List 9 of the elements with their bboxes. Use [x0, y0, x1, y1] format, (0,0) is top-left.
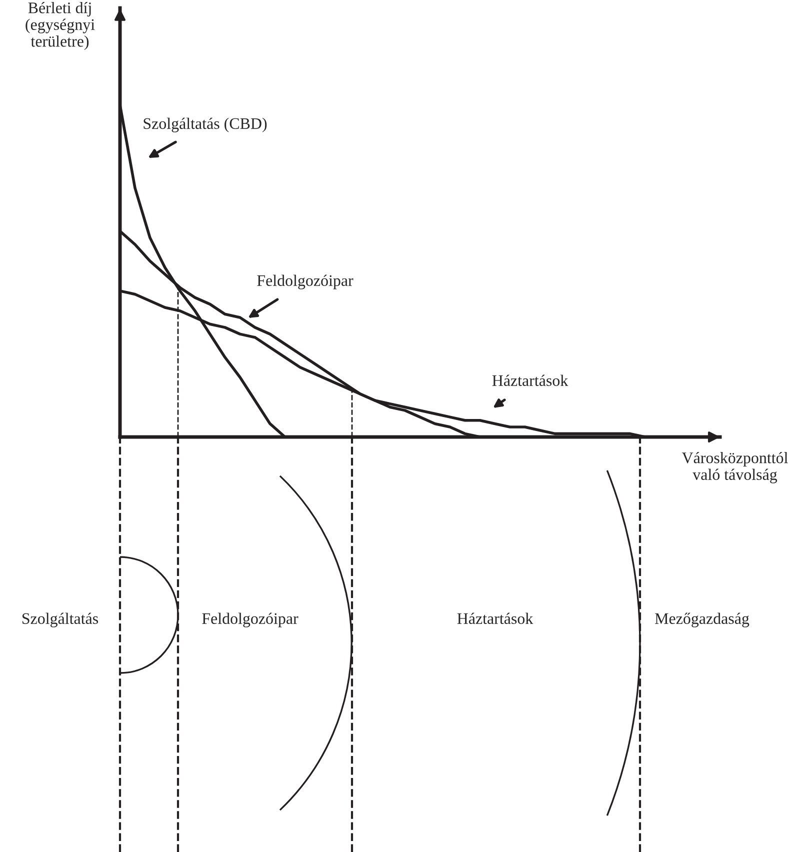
annotation: Szolgáltatás (CBD) — [144, 118, 267, 132]
text: Szolgáltatás — [22, 612, 98, 628]
annotation: Feldolgozóipar — [257, 274, 354, 290]
text: Mezőgazdaság — [655, 612, 750, 628]
annotation: Háztartások — [492, 374, 568, 386]
x-axis-title: Városközponttól való távolság — [682, 452, 788, 484]
text: Feldolgozóipar — [202, 612, 298, 628]
y-axis-title: Bérleti díj (egységnyi területre) — [26, 2, 95, 50]
text: Háztartások — [457, 612, 534, 624]
